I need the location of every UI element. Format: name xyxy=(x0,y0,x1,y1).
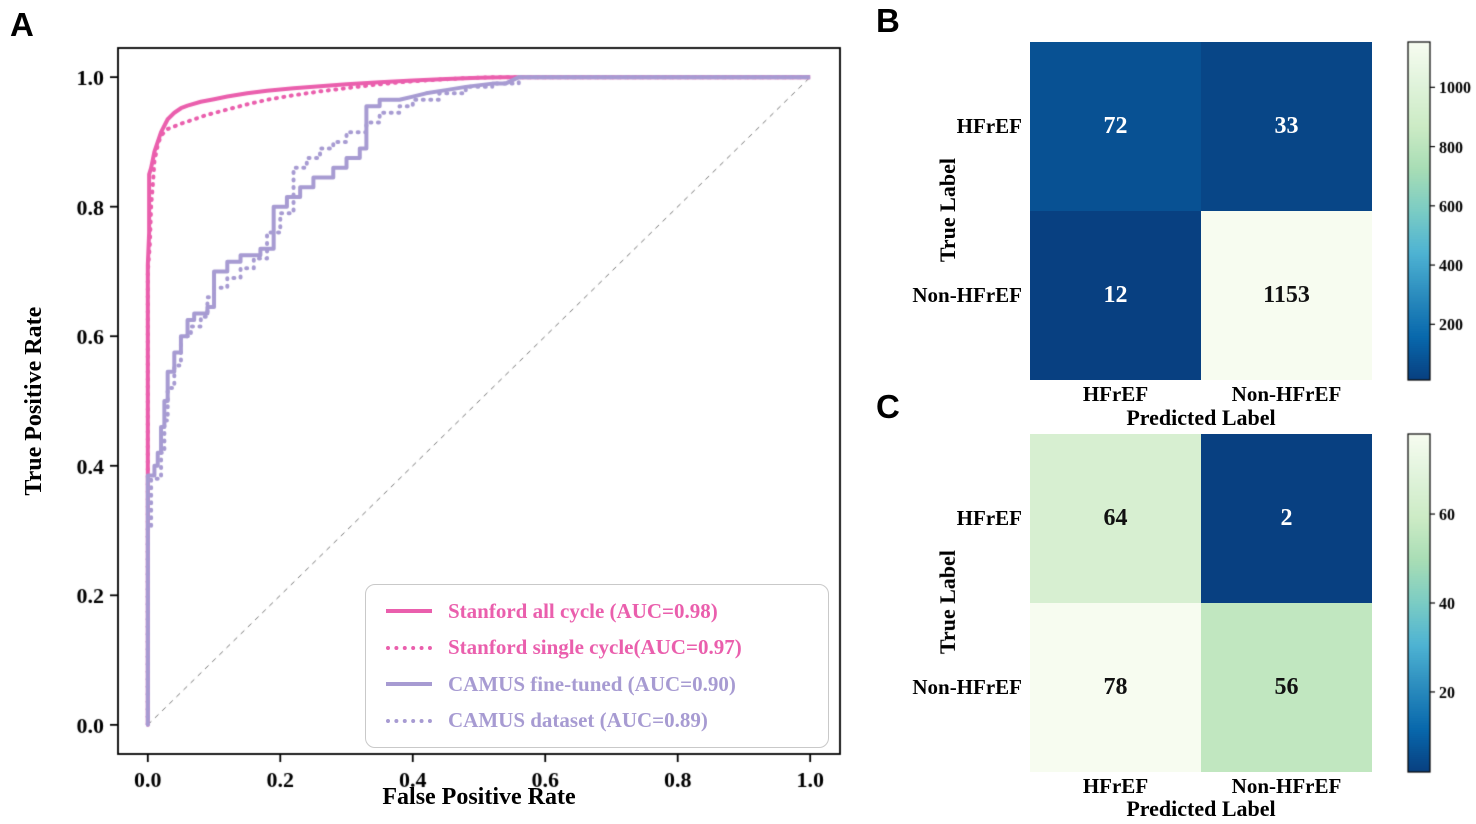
legend-label: Stanford single cycle(AUC=0.97) xyxy=(448,635,742,660)
x-axis-title-b: Predicted Label xyxy=(1126,405,1276,430)
cell-value: 12 xyxy=(1103,282,1128,308)
row-label-c-hfref: HFrEF xyxy=(956,506,1022,530)
y-axis-title: True Positive Rate xyxy=(20,306,47,496)
cell-value: 1153 xyxy=(1263,282,1310,308)
row-label-c-nonhfref: Non-HFrEF xyxy=(912,675,1022,699)
matrix-cell-c-nonhfref-nonhfref: 56 xyxy=(1201,603,1372,772)
confusion-matrix-b: 72 33 12 1153 xyxy=(1030,42,1372,380)
x-axis-title: False Positive Rate xyxy=(382,784,576,810)
solid-line-sample xyxy=(386,682,432,687)
legend-item: Stanford all cycle (AUC=0.98) xyxy=(386,599,808,624)
legend-item: CAMUS dataset (AUC=0.89) xyxy=(386,708,808,733)
colorbar-c xyxy=(1402,432,1476,774)
cell-value: 64 xyxy=(1103,505,1128,531)
row-label-b-nonhfref: Non-HFrEF xyxy=(912,283,1022,307)
legend-item: Stanford single cycle(AUC=0.97) xyxy=(386,635,808,660)
confusion-matrix-c: 64 2 78 56 xyxy=(1030,434,1372,772)
col-label-b-nonhfref: Non-HFrEF xyxy=(1231,382,1342,406)
col-label-b-hfref: HFrEF xyxy=(1082,382,1149,406)
dotted-line-sample xyxy=(386,645,432,650)
cell-value: 2 xyxy=(1280,505,1293,531)
legend-label: CAMUS fine-tuned (AUC=0.90) xyxy=(448,671,736,696)
matrix-cell-c-nonhfref-hfref: 78 xyxy=(1030,603,1201,772)
panel-label-a: A xyxy=(10,6,34,43)
legend-label: CAMUS dataset (AUC=0.89) xyxy=(448,708,708,733)
y-axis-title-c: True Label xyxy=(934,550,960,655)
y-axis-title-b: True Label xyxy=(934,158,960,263)
matrix-cell-c-hfref-hfref: 64 xyxy=(1030,434,1201,603)
x-axis-title-c: Predicted Label xyxy=(1126,796,1276,821)
cell-value: 78 xyxy=(1103,674,1128,700)
legend-label: Stanford all cycle (AUC=0.98) xyxy=(448,598,718,623)
row-label-b-hfref: HFrEF xyxy=(956,114,1022,138)
panel-label-c: C xyxy=(876,388,900,425)
matrix-cell-c-hfref-nonhfref: 2 xyxy=(1201,434,1372,603)
panel-label-b: B xyxy=(876,2,900,39)
matrix-cell-b-nonhfref-nonhfref: 1153 xyxy=(1201,211,1372,380)
colorbar-b xyxy=(1402,40,1476,382)
matrix-cell-b-hfref-hfref: 72 xyxy=(1030,42,1201,211)
matrix-cell-b-nonhfref-hfref: 12 xyxy=(1030,211,1201,380)
solid-line-sample xyxy=(386,609,432,614)
dotted-line-sample xyxy=(386,718,432,723)
col-label-c-hfref: HFrEF xyxy=(1082,774,1149,798)
legend: Stanford all cycle (AUC=0.98) Stanford si… xyxy=(365,584,829,748)
col-label-c-nonhfref: Non-HFrEF xyxy=(1231,774,1342,798)
cell-value: 33 xyxy=(1274,113,1299,139)
legend-item: CAMUS fine-tuned (AUC=0.90) xyxy=(386,672,808,697)
cell-value: 56 xyxy=(1274,674,1299,700)
matrix-cell-b-hfref-nonhfref: 33 xyxy=(1201,42,1372,211)
cell-value: 72 xyxy=(1103,113,1128,139)
